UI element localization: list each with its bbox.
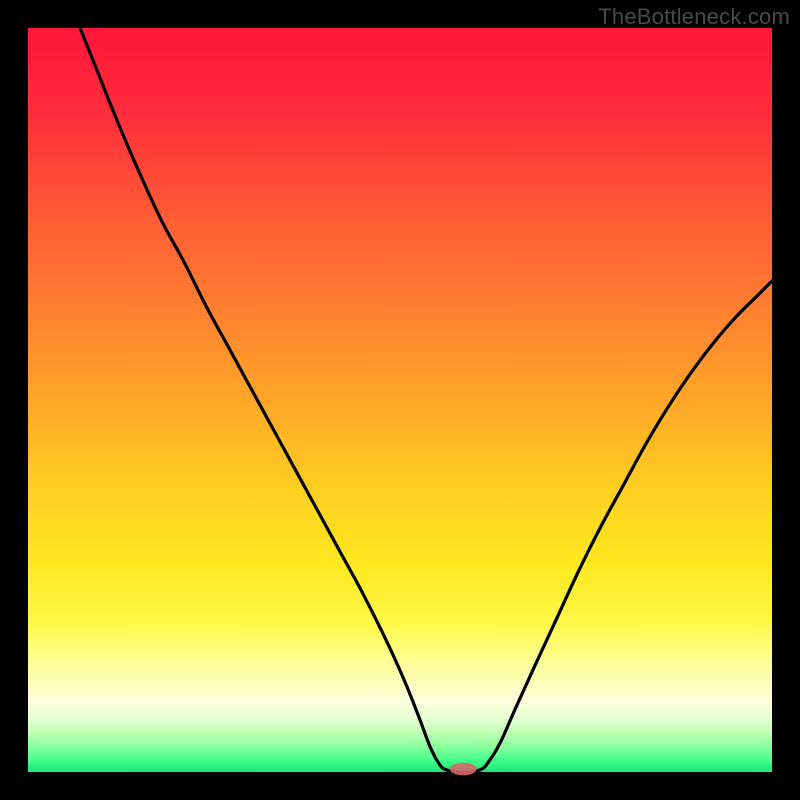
watermark-text: TheBottleneck.com [598,4,790,30]
valley-marker [450,763,477,776]
plot-gradient-background [28,28,772,772]
bottleneck-chart [0,0,800,800]
